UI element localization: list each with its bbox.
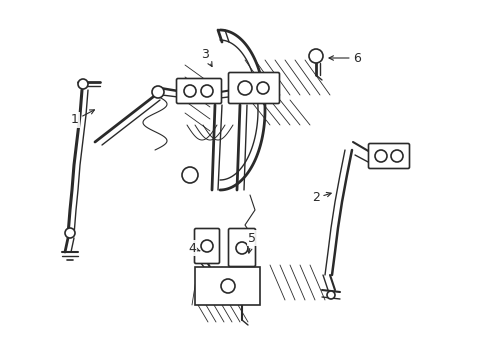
- FancyBboxPatch shape: [176, 78, 221, 104]
- Circle shape: [326, 291, 334, 299]
- Text: 3: 3: [201, 48, 212, 67]
- Text: 5: 5: [247, 231, 256, 253]
- Circle shape: [201, 240, 213, 252]
- Circle shape: [257, 82, 268, 94]
- Text: 4: 4: [188, 242, 200, 255]
- Circle shape: [183, 85, 196, 97]
- Circle shape: [238, 81, 251, 95]
- Text: 1: 1: [71, 110, 94, 126]
- Circle shape: [308, 49, 323, 63]
- Circle shape: [152, 86, 163, 98]
- Bar: [195, 267, 260, 305]
- Circle shape: [78, 79, 88, 89]
- Text: 2: 2: [311, 192, 330, 204]
- Circle shape: [221, 279, 235, 293]
- Circle shape: [201, 85, 213, 97]
- Text: 6: 6: [328, 51, 360, 64]
- FancyBboxPatch shape: [368, 144, 408, 168]
- FancyBboxPatch shape: [228, 72, 279, 104]
- Circle shape: [182, 167, 198, 183]
- Circle shape: [236, 242, 247, 254]
- Circle shape: [374, 150, 386, 162]
- Circle shape: [65, 228, 75, 238]
- FancyBboxPatch shape: [194, 229, 219, 264]
- FancyBboxPatch shape: [228, 229, 255, 266]
- Circle shape: [390, 150, 402, 162]
